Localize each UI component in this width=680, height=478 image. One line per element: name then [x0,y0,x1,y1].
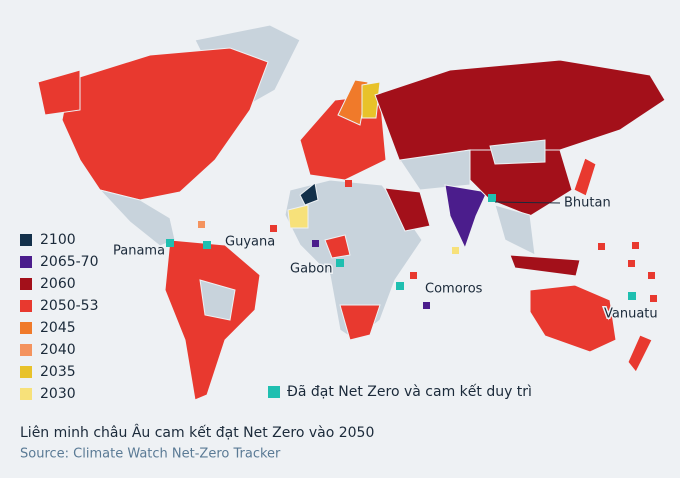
source: Source: Climate Watch Net-Zero Tracker [20,447,281,462]
legend-label: 2060 [40,276,76,292]
australia [529,284,617,353]
alaska [37,69,81,116]
nigeria [324,234,351,259]
achieved-marker [396,282,404,290]
new-zealand [627,334,653,373]
achieved-marker [336,259,344,267]
achieved-markers [166,194,636,300]
island [648,272,655,279]
island [632,242,639,249]
island [423,302,430,309]
legend-swatch [20,300,32,312]
island [410,272,417,279]
morocco [299,182,319,206]
island [345,180,352,187]
island [628,260,635,267]
island [270,225,277,232]
legend-swatch [268,386,280,398]
legend-label: 2040 [40,342,76,358]
southeast-asia [494,204,536,256]
achieved-marker [166,239,174,247]
africa [284,179,423,341]
north-america [61,47,269,201]
legend-swatch [20,322,32,334]
mongolia [489,139,546,165]
island [312,240,319,247]
footnote: Liên minh châu Âu cam kết đạt Net Zero v… [20,423,374,441]
legend-label: 2065-70 [40,254,99,270]
saudi-arabia [384,187,431,232]
legend-swatch [20,366,32,378]
south-america [164,239,261,401]
mauritania [287,204,309,229]
country-labels: Bhutan Panama Guyana Gabon Comoros Vanuatu [112,194,660,323]
leader-line [494,201,561,204]
legend-swatch [20,256,32,268]
south-america-gray [199,279,236,321]
japan [573,157,597,197]
legend-label: Đã đạt Net Zero và cam kết duy trì [287,383,532,400]
legend-label: 2045 [40,320,76,336]
country-label: Panama [113,244,165,259]
land [37,24,666,401]
island [198,221,205,228]
legend-swatch [20,388,32,400]
achieved-marker [628,292,636,300]
legend-swatch [20,234,32,246]
country-label: Vanuatu [604,307,658,322]
india [444,184,488,250]
country-label: Gabon [290,262,333,277]
sweden [337,79,369,126]
island [452,247,459,254]
legend-label: 2050-53 [40,298,99,314]
legend-label: 2035 [40,364,76,380]
legend-swatch [20,278,32,290]
finland [361,81,381,119]
island [650,295,657,302]
legend: 2100 2065-70 2060 2050-53 2045 2040 2035 2030 Đã… [20,232,532,402]
country-label: Comoros [425,282,483,297]
country-label: Bhutan [564,196,611,211]
island [598,243,605,250]
achieved-marker [203,241,211,249]
south-africa [339,304,381,341]
central-asia [399,149,471,191]
indonesia [509,254,581,277]
achieved-marker [488,194,496,202]
legend-swatch [20,344,32,356]
legend-label: 2030 [40,386,76,402]
legend-label: 2100 [40,232,76,248]
country-label: Guyana [225,235,275,250]
